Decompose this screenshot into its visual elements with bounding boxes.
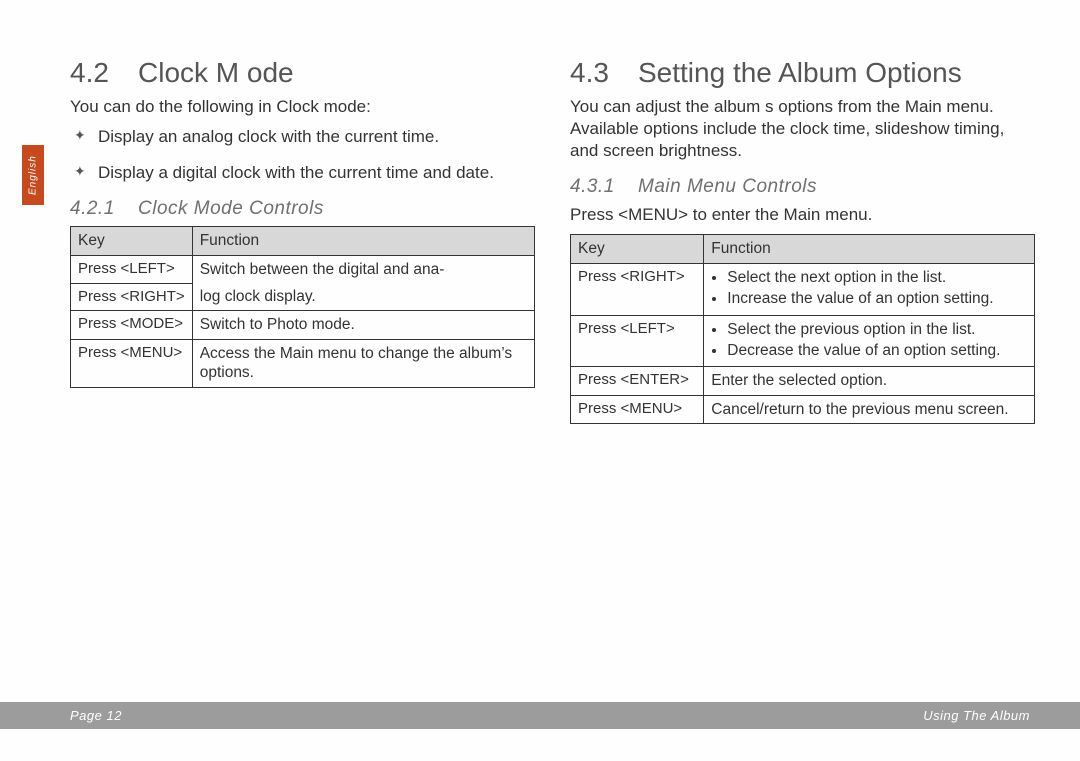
section-4-2-1-heading: 4.2.1Clock Mode Controls	[70, 198, 535, 220]
clock-mode-controls-table: Key Function Press <LEFT> Switch between…	[70, 226, 535, 387]
col-key-header: Key	[571, 235, 704, 263]
section-4-3-heading: 4.3Setting the Album Options	[570, 55, 1035, 90]
key-cell: Press <MENU>	[71, 339, 193, 387]
bullet: Decrease the value of an option setting.	[727, 341, 1027, 360]
table-row: Press <ENTER> Enter the selected option.	[571, 367, 1035, 395]
function-cell: Select the previous option in the list. …	[704, 315, 1035, 367]
language-tab: English	[22, 145, 44, 205]
left-column: 4.2Clock M ode You can do the following …	[70, 55, 535, 424]
table-row: Press <LEFT> Select the previous option …	[571, 315, 1035, 367]
function-cell: Select the next option in the list. Incr…	[704, 263, 1035, 315]
page-footer: Page 12 Using The Album	[0, 702, 1080, 729]
key-cell: Press <MENU>	[571, 395, 704, 423]
subheading-number: 4.2.1	[70, 198, 138, 220]
function-cell: Access the Main menu to change the album…	[192, 339, 534, 387]
bullet: Select the next option in the list.	[727, 268, 1027, 287]
key-cell: Press <MODE>	[71, 311, 193, 339]
table-header-row: Key Function	[571, 235, 1035, 263]
table-row: Press <RIGHT> log clock display.	[71, 283, 535, 311]
table-row: Press <LEFT> Switch between the digital …	[71, 255, 535, 283]
function-bullets: Select the next option in the list. Incr…	[711, 268, 1027, 309]
bullet: Select the previous option in the list.	[727, 320, 1027, 339]
heading-text: Setting the Album Options	[638, 57, 962, 88]
subheading-text: Clock Mode Controls	[138, 198, 324, 219]
section-4-3-1-heading: 4.3.1Main Menu Controls	[570, 176, 1035, 198]
table-row: Press <MENU> Cancel/return to the previo…	[571, 395, 1035, 423]
key-cell: Press <RIGHT>	[71, 283, 193, 311]
footer-section-title: Using The Album	[923, 708, 1030, 723]
function-cell: Enter the selected option.	[704, 367, 1035, 395]
key-cell: Press <LEFT>	[571, 315, 704, 367]
main-menu-controls-table: Key Function Press <RIGHT> Select the ne…	[570, 234, 1035, 424]
col-function-header: Function	[704, 235, 1035, 263]
heading-text: Clock M ode	[138, 57, 294, 88]
function-cell: Switch to Photo mode.	[192, 311, 534, 339]
table-row: Press <MENU> Access the Main menu to cha…	[71, 339, 535, 387]
subheading-text: Main Menu Controls	[638, 176, 817, 197]
table-row: Press <MODE> Switch to Photo mode.	[71, 311, 535, 339]
content-area: 4.2Clock M ode You can do the following …	[0, 0, 1080, 424]
col-key-header: Key	[71, 227, 193, 255]
function-cell: Cancel/return to the previous menu scree…	[704, 395, 1035, 423]
list-item: Display a digital clock with the current…	[70, 162, 535, 184]
press-menu-text: Press <MENU> to enter the Main menu.	[570, 204, 1035, 226]
manual-page: English 4.2Clock M ode You can do the fo…	[0, 0, 1080, 761]
section-4-2-heading: 4.2Clock M ode	[70, 55, 535, 90]
table-header-row: Key Function	[71, 227, 535, 255]
album-options-intro: You can adjust the album s options from …	[570, 96, 1035, 162]
heading-number: 4.2	[70, 55, 138, 90]
list-item: Display an analog clock with the current…	[70, 126, 535, 148]
clock-mode-intro: You can do the following in Clock mode:	[70, 96, 535, 118]
table-row: Press <RIGHT> Select the next option in …	[571, 263, 1035, 315]
col-function-header: Function	[192, 227, 534, 255]
footer-page-number: Page 12	[70, 708, 122, 723]
subheading-number: 4.3.1	[570, 176, 638, 198]
clock-mode-list: Display an analog clock with the current…	[70, 126, 535, 184]
function-bullets: Select the previous option in the list. …	[711, 320, 1027, 361]
key-cell: Press <RIGHT>	[571, 263, 704, 315]
right-column: 4.3Setting the Album Options You can adj…	[570, 55, 1035, 424]
heading-number: 4.3	[570, 55, 638, 90]
function-cell: Switch between the digital and ana-	[192, 255, 534, 283]
function-cell: log clock display.	[192, 283, 534, 311]
bullet: Increase the value of an option setting.	[727, 289, 1027, 308]
key-cell: Press <LEFT>	[71, 255, 193, 283]
key-cell: Press <ENTER>	[571, 367, 704, 395]
